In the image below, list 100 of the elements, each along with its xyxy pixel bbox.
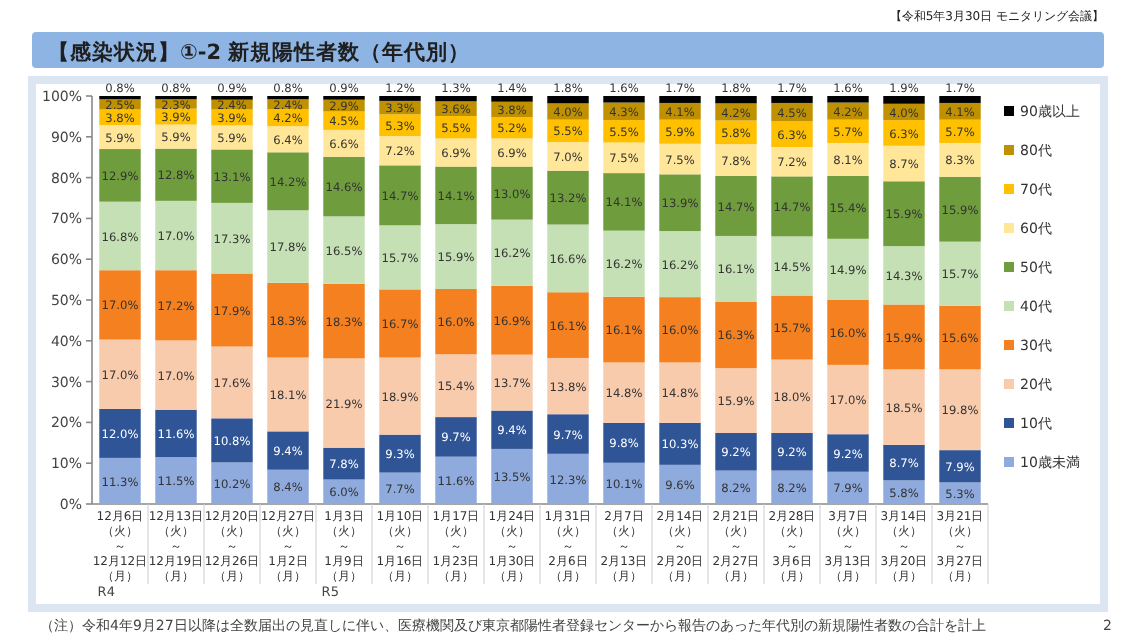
bar [491, 166, 533, 220]
bar [323, 358, 365, 448]
bar [939, 305, 981, 370]
bar [547, 292, 589, 358]
bar [99, 339, 141, 409]
bar [659, 464, 701, 504]
bar [883, 304, 925, 370]
bar [715, 175, 757, 236]
bar [547, 96, 589, 104]
bar [883, 444, 925, 481]
bar [939, 369, 981, 451]
bar [99, 270, 141, 340]
bar [491, 410, 533, 449]
bar [435, 224, 477, 289]
bar [659, 362, 701, 423]
bar [435, 138, 477, 167]
bar [715, 144, 757, 176]
bar [379, 434, 421, 473]
bar [939, 142, 981, 177]
bar [547, 357, 589, 415]
bar [547, 170, 589, 225]
bar [435, 288, 477, 355]
bar [491, 219, 533, 286]
bar [435, 456, 477, 504]
bar [211, 273, 253, 347]
bar [435, 354, 477, 418]
bar [771, 359, 813, 434]
bar [659, 96, 701, 103]
bar [939, 96, 981, 103]
bar [547, 414, 589, 454]
bar [155, 200, 197, 271]
bar [883, 246, 925, 305]
bar [323, 283, 365, 359]
bar [435, 96, 477, 102]
bar [155, 409, 197, 458]
bar [603, 462, 645, 504]
bar [659, 174, 701, 232]
bar [771, 96, 813, 103]
bar [155, 340, 197, 410]
bar [323, 447, 365, 480]
bar [491, 138, 533, 167]
bar [267, 210, 309, 283]
bar [211, 346, 253, 419]
bar [715, 235, 757, 302]
bar [491, 448, 533, 504]
bar [603, 296, 645, 363]
bar [883, 181, 925, 247]
bar [939, 176, 981, 242]
bar [715, 96, 757, 104]
bar [827, 238, 869, 300]
bar [827, 175, 869, 239]
bar [99, 201, 141, 271]
bar [659, 297, 701, 363]
bar [659, 231, 701, 298]
bar [827, 471, 869, 504]
bar [323, 216, 365, 284]
bar [883, 145, 925, 182]
bar [155, 457, 197, 504]
bar [771, 176, 813, 237]
bar [715, 433, 757, 471]
bar [267, 431, 309, 470]
bar [771, 236, 813, 296]
bar [211, 202, 253, 274]
bar [883, 369, 925, 445]
bar [939, 241, 981, 306]
bar [379, 357, 421, 435]
bar [267, 357, 309, 432]
bar [379, 472, 421, 504]
bar [939, 450, 981, 483]
bar [547, 224, 589, 293]
bar [827, 364, 869, 435]
bar [379, 165, 421, 226]
bar [267, 469, 309, 504]
bar [211, 149, 253, 203]
bar [659, 422, 701, 465]
bar [435, 417, 477, 457]
bar [267, 282, 309, 358]
bar [603, 362, 645, 423]
bar [883, 96, 925, 104]
bar [379, 225, 421, 290]
bar [267, 152, 309, 211]
bar [827, 299, 869, 365]
bar [771, 295, 813, 360]
bar [547, 453, 589, 504]
bar [99, 149, 141, 202]
bar [603, 422, 645, 463]
bar [99, 408, 141, 458]
bar [211, 462, 253, 504]
bar [603, 96, 645, 103]
bar [99, 457, 141, 504]
bar [715, 368, 757, 434]
bar [155, 148, 197, 201]
bar [379, 289, 421, 358]
chart-title: 【感染状況】①-2 新規陽性者数（年代別） [48, 39, 471, 65]
bar [603, 173, 645, 231]
bar [827, 96, 869, 103]
bar [771, 433, 813, 471]
bar [547, 142, 589, 171]
bar [491, 96, 533, 102]
bar [155, 270, 197, 341]
